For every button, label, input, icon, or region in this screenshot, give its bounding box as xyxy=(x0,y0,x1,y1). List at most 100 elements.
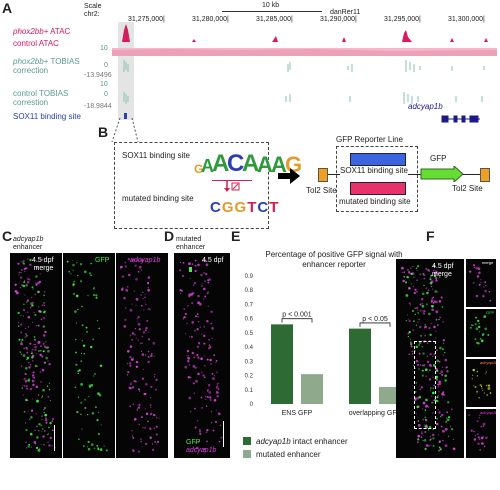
magenta-dot xyxy=(131,386,135,389)
magenta-dot xyxy=(428,378,432,381)
magenta-dot xyxy=(403,271,406,274)
sequence-logo: G A A C A A A G xyxy=(194,146,302,178)
green-dot xyxy=(425,303,428,306)
green-dot xyxy=(436,417,438,420)
green-dot xyxy=(46,433,49,436)
green-dot xyxy=(84,270,87,274)
green-dots xyxy=(17,258,52,452)
green-dot xyxy=(403,276,405,278)
magenta-dot xyxy=(14,290,18,293)
magenta-dot xyxy=(201,285,203,287)
tobias1-min: -13.9496 xyxy=(84,72,112,79)
magenta-dot xyxy=(482,333,485,336)
magenta-dot xyxy=(17,262,20,265)
magenta-dot xyxy=(420,303,422,305)
magenta-dot xyxy=(147,360,150,363)
micrograph-merge: 4.5 dpf merge xyxy=(10,253,62,458)
magenta-dot xyxy=(150,354,153,358)
significance-label: p < 0.05 xyxy=(362,316,388,323)
magenta-dot xyxy=(434,271,437,275)
magenta-dot xyxy=(135,360,139,364)
green-dot xyxy=(18,325,20,327)
magenta-dot xyxy=(147,288,150,292)
green-dot xyxy=(95,406,97,409)
magenta-dot xyxy=(205,396,207,398)
green-dots xyxy=(66,259,108,452)
magenta-dot xyxy=(478,417,480,419)
magenta-dot xyxy=(179,261,182,263)
gfp-label: GFP xyxy=(430,154,447,163)
magenta-dot xyxy=(141,377,145,380)
green-dot xyxy=(76,410,79,414)
magenta-dot xyxy=(216,387,218,389)
magenta-dot xyxy=(130,382,132,384)
green-dot xyxy=(432,437,435,440)
green-dot xyxy=(431,401,434,404)
green-dot xyxy=(37,449,41,452)
magenta-dot xyxy=(197,315,199,318)
magenta-dot xyxy=(211,337,213,339)
tobias1-zero: 0 xyxy=(104,62,108,69)
magenta-dot xyxy=(417,424,421,427)
magenta-dot xyxy=(137,270,140,273)
magenta-dot xyxy=(194,259,197,262)
magenta-dot xyxy=(187,355,189,357)
magenta-dot xyxy=(408,302,411,305)
magenta-dot xyxy=(135,277,138,281)
green-dot xyxy=(444,379,447,382)
magenta-dot xyxy=(425,404,428,408)
magenta-dot xyxy=(489,392,492,394)
magenta-dot xyxy=(191,321,194,324)
magenta-dot xyxy=(22,308,26,312)
magenta-dot xyxy=(204,295,207,298)
green-dot xyxy=(47,349,50,353)
green-dot xyxy=(40,424,43,427)
magenta-dot xyxy=(149,427,152,430)
magenta-dot xyxy=(432,296,435,299)
panel-letter-d: D xyxy=(164,228,175,244)
green-dot xyxy=(87,294,89,297)
magenta-dot xyxy=(32,374,35,377)
magenta-dot xyxy=(203,334,206,338)
magenta-dot xyxy=(155,425,158,428)
legend-swatch-mutated xyxy=(243,450,251,458)
magenta-dot xyxy=(44,330,47,334)
inset-label: adcyap1b xyxy=(480,410,496,415)
magenta-dot xyxy=(18,274,20,276)
green-dot xyxy=(42,388,45,392)
y-tick-label: 0.3 xyxy=(245,359,254,365)
magenta-dot xyxy=(182,318,184,320)
genome-tracks xyxy=(112,24,497,123)
magenta-dot xyxy=(432,355,434,357)
green-dot xyxy=(82,344,86,347)
track-label-phox2bb-tobias: phox2bb+ TOBIAS correction xyxy=(13,57,80,75)
magenta-dot xyxy=(416,279,418,281)
green-dot xyxy=(432,445,435,447)
magenta-dot xyxy=(187,360,190,363)
inset-column: merge GFP adcyap1b adcyap1b xyxy=(466,259,496,458)
green-dot xyxy=(39,310,42,313)
green-dot xyxy=(71,259,73,261)
magenta-dot xyxy=(27,411,29,413)
magenta-dot xyxy=(43,408,45,411)
magenta-dot xyxy=(131,259,134,262)
green-dot xyxy=(34,338,36,341)
magenta-dot xyxy=(489,299,492,302)
magenta-dot xyxy=(43,316,45,319)
green-dot xyxy=(428,312,431,316)
magenta-dot xyxy=(196,328,199,331)
magenta-dot xyxy=(411,353,414,355)
magenta-dot xyxy=(203,342,206,345)
magenta-dot xyxy=(27,326,29,328)
green-dot xyxy=(93,447,96,450)
green-dot xyxy=(81,305,83,308)
magenta-dot xyxy=(208,339,210,341)
green-dot xyxy=(21,284,24,287)
magenta-dot xyxy=(20,261,22,263)
green-dot xyxy=(44,310,46,313)
green-dot xyxy=(443,342,445,344)
coord-tick: 31,285,000| xyxy=(256,16,293,23)
magenta-dot xyxy=(191,263,194,265)
green-dot xyxy=(431,305,434,308)
gfp-channel-label: GFP xyxy=(95,257,110,264)
